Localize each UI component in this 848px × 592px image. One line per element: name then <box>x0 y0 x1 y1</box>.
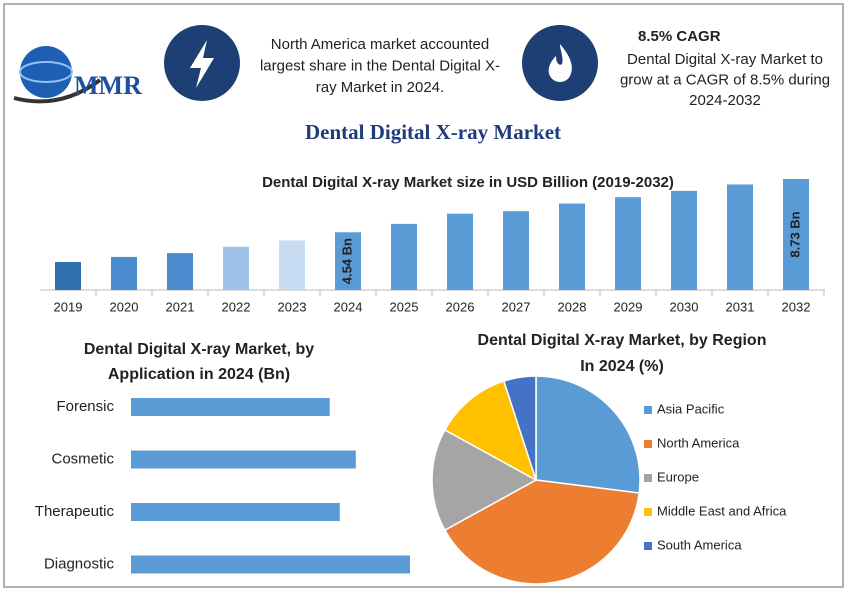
bar <box>447 213 473 290</box>
cagr: 8.5% CAGR <box>638 28 721 45</box>
y-tick-label: Therapeutic <box>35 503 115 520</box>
y-tick-label: Diagnostic <box>44 555 115 572</box>
y-tick-label: Forensic <box>56 398 114 415</box>
bar <box>391 223 417 290</box>
pie-slice <box>502 375 537 481</box>
icon-bolt <box>190 40 214 88</box>
x-tick-label: 2020 <box>110 299 139 314</box>
chart-title: Dental Digital X-ray Market size in USD … <box>262 174 674 191</box>
value-label: 8.73 Bn <box>787 211 802 257</box>
bar <box>671 190 697 290</box>
bar <box>131 503 340 521</box>
bar <box>727 184 753 290</box>
legend-label: Asia Pacific <box>657 401 725 416</box>
note-text: ray Market in 2024. <box>316 79 444 96</box>
x-tick-label: 2026 <box>446 299 475 314</box>
legend-swatch <box>644 542 652 550</box>
x-tick-label: 2031 <box>726 299 755 314</box>
bar <box>503 211 529 290</box>
note-text: 2024-2032 <box>689 92 761 109</box>
chart-title: Dental Digital X-ray Market, by <box>84 341 314 358</box>
pie-slice <box>443 380 538 482</box>
x-tick-label: 2025 <box>390 299 419 314</box>
x-tick-label: 2029 <box>614 299 643 314</box>
x-tick-label: 2021 <box>166 299 195 314</box>
x-tick-label: 2030 <box>670 299 699 314</box>
chart-title: Application in 2024 (Bn) <box>108 366 290 383</box>
icon-circle <box>522 25 598 101</box>
x-tick-label: 2028 <box>558 299 587 314</box>
value-label: 4.54 Bn <box>339 238 354 284</box>
bar <box>223 246 249 290</box>
legend-label: South America <box>657 537 742 552</box>
main-title: Dental Digital X-ray Market <box>305 120 561 144</box>
bar <box>335 232 361 290</box>
legend-swatch <box>644 440 652 448</box>
bar <box>615 197 641 290</box>
bar <box>559 203 585 290</box>
logo-swoosh <box>13 78 102 104</box>
bar <box>131 398 330 416</box>
legend-swatch <box>644 508 652 516</box>
bar <box>783 179 809 290</box>
legend-swatch <box>644 474 652 482</box>
bar <box>55 262 81 290</box>
logo-ring <box>19 61 73 83</box>
bar <box>131 450 356 469</box>
bar <box>279 240 305 290</box>
x-tick-label: 2032 <box>782 299 811 314</box>
logo-globe <box>20 46 72 98</box>
y-tick-label: Cosmetic <box>51 450 114 467</box>
legend-label: Middle East and Africa <box>657 503 787 518</box>
legend-label: North America <box>657 435 740 450</box>
chart-title: Dental Digital X-ray Market, by Region <box>478 332 767 349</box>
note-text: grow at a CAGR of 8.5% during <box>620 71 830 88</box>
icon-flame <box>548 44 572 82</box>
x-tick-label: 2022 <box>222 299 251 314</box>
x-tick-label: 2023 <box>278 299 307 314</box>
legend-label: Europe <box>657 469 699 484</box>
pie-slice <box>535 375 641 494</box>
x-tick-label: 2027 <box>502 299 531 314</box>
note-text: North America market accounted <box>271 36 489 53</box>
logo-text: MMR <box>74 71 142 100</box>
chart-title: In 2024 (%) <box>580 358 664 375</box>
x-tick-label: 2019 <box>54 299 83 314</box>
note-text: largest share in the Dental Digital X- <box>260 57 500 74</box>
bar <box>131 555 410 574</box>
x-tick-label: 2024 <box>334 299 363 314</box>
bar <box>167 253 193 290</box>
note-text: Dental Digital X-ray Market to <box>627 51 823 68</box>
bar <box>111 256 137 290</box>
pie-slice <box>431 428 538 532</box>
frame <box>3 3 844 588</box>
legend-swatch <box>644 406 652 414</box>
pie-slice <box>443 479 641 585</box>
